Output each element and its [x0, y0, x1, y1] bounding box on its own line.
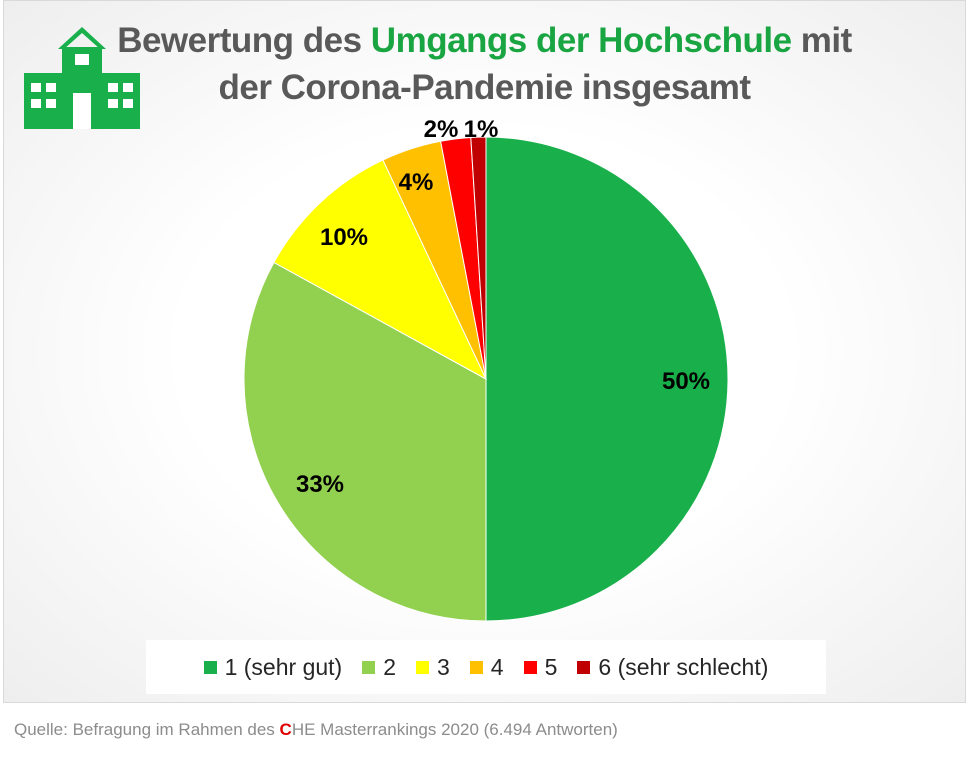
pie-slice-1 — [485, 136, 729, 622]
source-suffix: HE Masterrankings 2020 (6.494 Antworten) — [291, 720, 618, 739]
legend-label-3: 3 — [437, 653, 450, 680]
legend-label-6: 6 (sehr schlecht) — [598, 653, 769, 680]
legend-label-2: 2 — [383, 653, 396, 680]
pie-slice-3 — [273, 159, 488, 381]
legend-item-1: 1 (sehr gut) — [203, 653, 343, 681]
chart-title: Bewertung des Umgangs der Hochschule mit… — [4, 17, 965, 111]
legend-item-5: 5 — [523, 653, 558, 681]
legend-label-1: 1 (sehr gut) — [224, 653, 343, 680]
slice-label-5: 2% — [424, 116, 459, 143]
pie-slice-6 — [470, 136, 487, 380]
title-part-1: Bewertung des — [117, 21, 371, 60]
slice-label-1: 50% — [662, 368, 710, 395]
legend-item-2: 2 — [362, 654, 396, 681]
source-prefix: Quelle: Befragung im Rahmen des — [14, 720, 280, 739]
pie-chart: 50% 33% 10% 4% 2% 1% — [243, 116, 729, 622]
legend-item-3: 3 — [416, 654, 450, 681]
legend-swatch-2 — [362, 660, 376, 674]
slice-label-4: 4% — [399, 169, 434, 196]
legend-item-6: 6 (sehr schlecht) — [577, 654, 768, 681]
pie-slice-2 — [243, 261, 487, 622]
legend-swatch-4 — [469, 660, 483, 674]
legend-label-4: 4 — [490, 653, 504, 680]
title-part-2: mit — [791, 21, 853, 60]
slice-label-3: 10% — [320, 224, 368, 251]
source-note: Quelle: Befragung im Rahmen des CHE Mast… — [14, 720, 618, 740]
legend-swatch-3 — [416, 660, 429, 674]
slice-label-2: 33% — [296, 471, 344, 498]
legend-swatch-5 — [523, 660, 537, 674]
chart-legend: 1 (sehr gut) 2 3 4 5 6 (sehr schlecht) — [146, 640, 826, 694]
legend-swatch-6 — [577, 660, 591, 674]
legend-label-5: 5 — [544, 653, 558, 680]
school-building-icon — [24, 27, 140, 129]
legend-item-4: 4 — [469, 653, 504, 681]
title-line-2: der Corona-Pandemie insgesamt — [218, 68, 751, 107]
slice-label-6: 1% — [464, 116, 499, 143]
title-highlight: Umgangs der Hochschule — [370, 21, 792, 60]
legend-swatch-1 — [203, 660, 217, 674]
source-c-letter: C — [279, 720, 292, 739]
